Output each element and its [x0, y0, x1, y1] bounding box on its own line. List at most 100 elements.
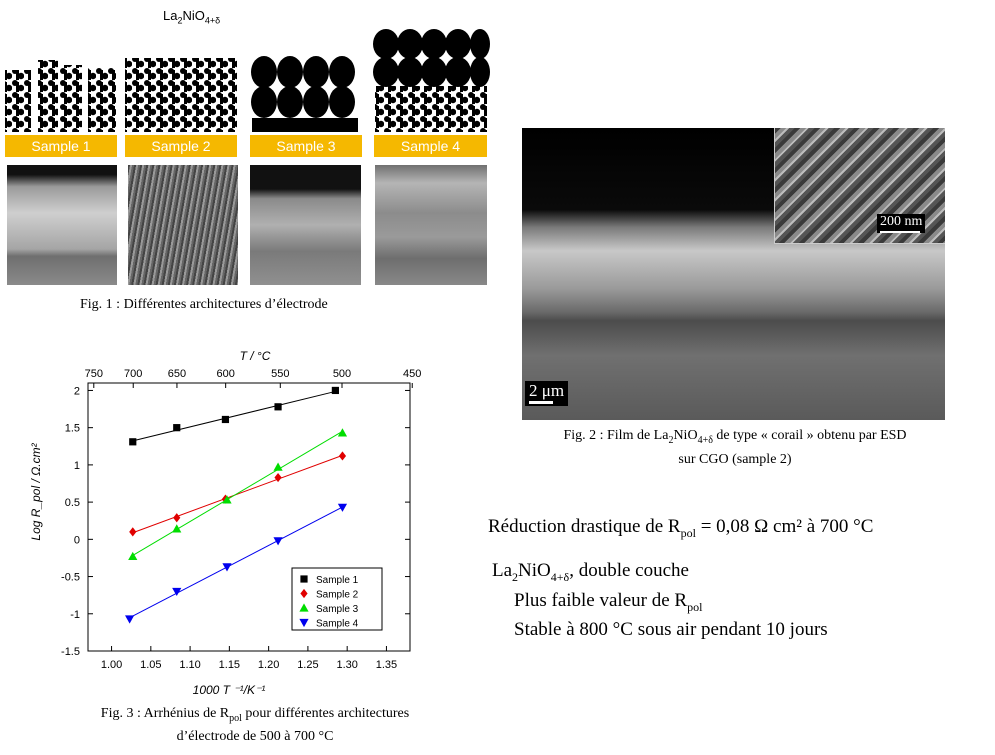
sample4-schematic [373, 29, 490, 132]
top-tick-label: 650 [168, 368, 186, 380]
fig1-title-nio: NiO [182, 8, 205, 23]
summary-line2-sub2: 4+δ [550, 569, 570, 584]
top-tick-label: 600 [216, 368, 234, 380]
sample4-label: Sample 4 [374, 135, 487, 157]
fig1-title-sub1: 2 [177, 15, 183, 26]
top-tick-label: 450 [403, 368, 421, 380]
legend-marker [299, 603, 309, 612]
summary-line3-sub: pol [687, 599, 703, 614]
data-point [221, 415, 230, 424]
y-axis-title: Log R_pol / Ω.cm² [29, 442, 43, 540]
x-axis-title: 1000 T ⁻¹/K⁻¹ [193, 683, 266, 697]
y-tick-label: -1.5 [61, 646, 80, 658]
fig2-main-scale-bar [529, 401, 553, 404]
sample2-sem-image [128, 165, 238, 285]
data-point [222, 495, 232, 504]
series-fit-line [129, 506, 343, 619]
x-tick-label: 1.35 [376, 659, 397, 671]
sample3-schematic [251, 56, 358, 132]
data-point [222, 563, 232, 572]
data-point [128, 551, 138, 561]
data-point [129, 438, 137, 446]
fig2-sem-image: 200 nm 2 μm [522, 128, 945, 420]
summary-line1-a: Réduction drastique de R [488, 516, 681, 537]
sample1-sem-image [7, 165, 117, 285]
data-point [172, 587, 182, 597]
y-tick-label: 0.5 [65, 497, 80, 509]
fig2-main-scale: 2 μm [525, 381, 569, 406]
summary-line3: Plus faible valeur de Rpol [514, 589, 873, 619]
fig3-chart: 1.00 1.05 1.10 1.15 1.20 1.25 1.30 1.35 -1.5 -1 -0… [29, 349, 421, 697]
legend-marker [300, 588, 308, 599]
data-point [273, 462, 283, 471]
legend-label: Sample 3 [316, 604, 359, 615]
summary-line1-sub: pol [680, 525, 696, 540]
y-tick-label: 2 [74, 385, 80, 397]
data-point [173, 513, 181, 523]
y-tick-label: -0.5 [61, 572, 80, 584]
top-tick-label: 700 [124, 368, 142, 380]
fig2-caption: Fig. 2 : Film de La2NiO4+δ de type « cor… [520, 426, 950, 469]
summary-line2-a: La [492, 559, 513, 581]
sample3-sem-image [250, 165, 361, 285]
y-tick-label: 1.5 [65, 423, 80, 435]
plot-frame [87, 382, 411, 652]
fig2-caption-a: Fig. 2 : Film de La [563, 428, 669, 443]
data-point [173, 424, 181, 432]
legend-label: Sample 1 [316, 575, 359, 586]
y-tick-label: -1 [70, 609, 80, 621]
series-fit-line [132, 390, 336, 442]
fig3-caption-b: pour différentes architectures [241, 706, 410, 721]
series-fit-line [132, 454, 343, 534]
fig3-caption: Fig. 3 : Arrhénius de Rpol pour différen… [60, 705, 450, 746]
sample1-label: Sample 1 [5, 135, 117, 157]
fig1-title-sub2: 4+δ [204, 15, 221, 26]
legend-marker [300, 575, 308, 583]
data-point [274, 472, 282, 483]
sample2-label: Sample 2 [125, 135, 237, 157]
fig2-caption-line2: sur CGO (sample 2) [678, 451, 792, 467]
y-tick-label: 0 [74, 534, 80, 546]
summary-line2-sub1: 2 [512, 569, 519, 584]
data-point [129, 527, 137, 537]
x-tick-label: 1.20 [258, 659, 279, 671]
summary-line3-a: Plus faible valeur de R [514, 589, 688, 611]
fig2-inset-scale-bar [880, 231, 920, 233]
fig2-caption-c: de type « corail » obtenu par ESD [712, 428, 907, 443]
fig2-caption-b: NiO [673, 428, 698, 443]
x-tick-label: 1.30 [336, 659, 357, 671]
x-tick-label: 1.25 [297, 659, 318, 671]
summary-line1-b: = 0,08 Ω cm² à 700 °C [695, 516, 874, 537]
summary-text: Réduction drastique de Rpol = 0,08 Ω cm²… [488, 515, 873, 642]
x-tick-label: 1.05 [140, 659, 161, 671]
data-point [125, 615, 135, 624]
fig2-caption-sub1: 2 [668, 434, 674, 446]
data-point [273, 537, 283, 546]
top-tick-label: 750 [85, 368, 103, 380]
fig2-inset-scale: 200 nm [877, 214, 926, 233]
sample4-sem-image [375, 165, 487, 285]
sample3-label: Sample 3 [250, 135, 362, 157]
summary-line2-b: NiO [518, 559, 551, 581]
sample2-schematic [125, 58, 237, 132]
legend-label: Sample 4 [316, 619, 359, 630]
fig1-title: La2NiO4+δ [163, 8, 220, 26]
data-point [337, 503, 348, 512]
top-tick-label: 550 [271, 368, 289, 380]
top-axis-title: T / °C [240, 349, 271, 363]
legend-marker [299, 618, 309, 628]
top-tick-label: 500 [333, 368, 351, 380]
fig1-title-la: La [163, 8, 178, 23]
x-tick-label: 1.10 [179, 659, 200, 671]
x-tick-label: 1.00 [101, 659, 122, 671]
fig2-main-scale-text: 2 μm [529, 381, 565, 400]
series-fit-line [132, 430, 343, 556]
fig3-caption-a: Fig. 3 : Arrhénius de R [100, 706, 230, 721]
x-tick-label: 1.15 [219, 659, 240, 671]
legend-label: Sample 2 [316, 590, 359, 601]
summary-line1: Réduction drastique de Rpol = 0,08 Ω cm²… [488, 515, 873, 545]
data-point [274, 403, 282, 411]
data-point [331, 386, 339, 395]
fig3-caption-line2: d’électrode de 500 à 700 °C [176, 728, 334, 744]
data-point [172, 524, 182, 533]
